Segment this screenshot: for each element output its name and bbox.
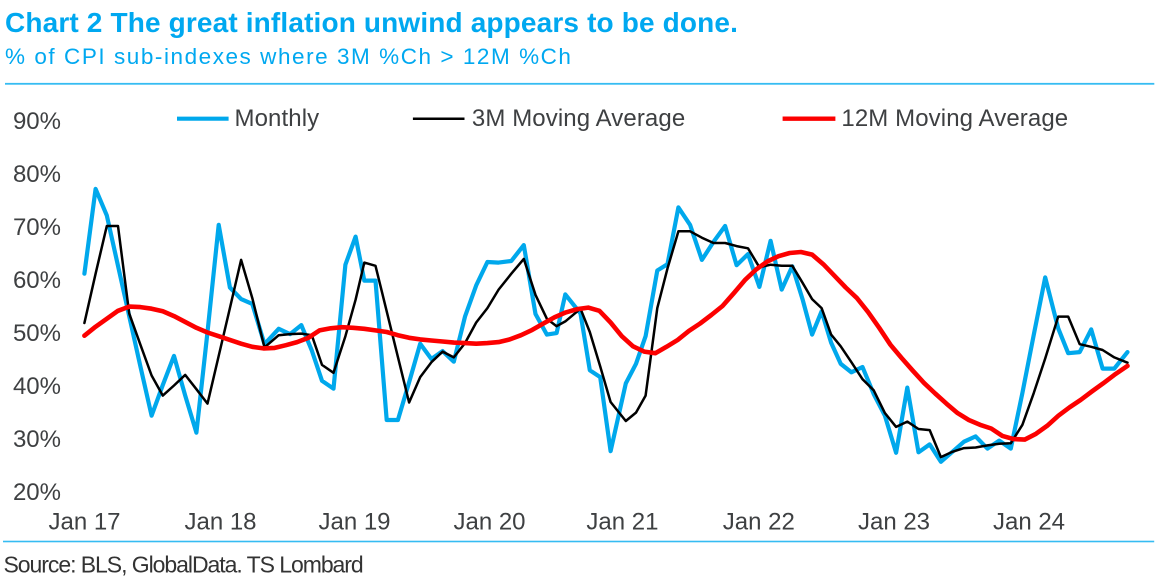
svg-text:Jan 24: Jan 24	[993, 508, 1065, 535]
svg-text:Chart 2 The great inflation un: Chart 2 The great inflation unwind appea…	[5, 7, 738, 38]
svg-text:Jan 19: Jan 19	[318, 508, 390, 535]
svg-text:40%: 40%	[13, 373, 61, 400]
svg-text:Jan 21: Jan 21	[586, 508, 658, 535]
svg-text:50%: 50%	[13, 320, 61, 347]
svg-text:Jan 23: Jan 23	[858, 508, 930, 535]
svg-text:90%: 90%	[13, 108, 61, 135]
svg-text:70%: 70%	[13, 214, 61, 241]
svg-text:80%: 80%	[13, 161, 61, 188]
svg-text:12M Moving Average: 12M Moving Average	[841, 105, 1068, 132]
svg-text:Jan 17: Jan 17	[48, 508, 120, 535]
svg-text:Jan 22: Jan 22	[723, 508, 795, 535]
svg-text:20%: 20%	[13, 479, 61, 506]
svg-text:% of CPI sub-indexes where 3M: % of CPI sub-indexes where 3M %Ch > 12M …	[5, 44, 573, 69]
svg-text:3M Moving Average: 3M Moving Average	[472, 105, 685, 132]
svg-text:Jan 18: Jan 18	[184, 508, 256, 535]
svg-text:Monthly: Monthly	[235, 105, 320, 132]
svg-text:Jan 20: Jan 20	[453, 508, 525, 535]
svg-text:Source: BLS, GlobalData. TS Lo: Source: BLS, GlobalData. TS Lombard	[4, 551, 363, 577]
svg-text:60%: 60%	[13, 267, 61, 294]
svg-text:30%: 30%	[13, 426, 61, 453]
